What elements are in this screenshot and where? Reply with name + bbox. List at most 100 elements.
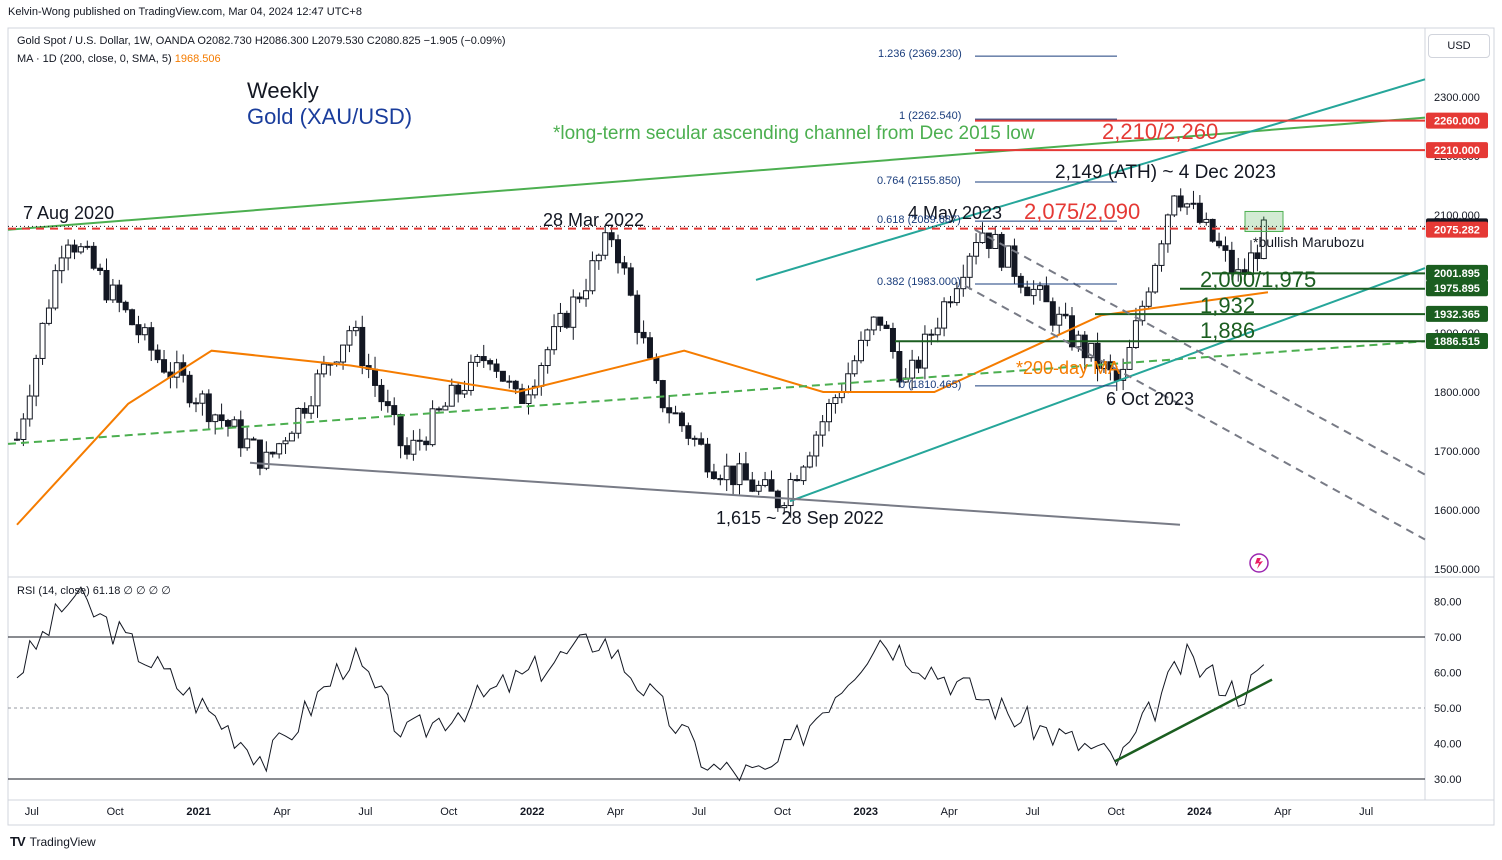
candle-up	[276, 443, 283, 455]
candle-down	[1196, 202, 1203, 223]
rsi-tick-label: 80.00	[1434, 597, 1462, 609]
candle-up	[531, 385, 538, 396]
candle-up	[448, 384, 455, 407]
candle-down	[122, 301, 129, 311]
candle-up	[282, 440, 289, 445]
candle-down	[608, 232, 615, 241]
candle-up	[244, 438, 251, 449]
candle-up	[461, 389, 468, 395]
fib-1236-label: 1.236 (2369.230)	[878, 48, 962, 60]
candle-down	[224, 420, 231, 427]
candle-down	[877, 316, 884, 326]
candle-up	[864, 329, 871, 341]
candle-up	[1190, 202, 1197, 205]
candle-down	[404, 445, 411, 455]
time-tick-label: Oct	[440, 806, 457, 818]
price-badge-label: 2001.895	[1434, 268, 1480, 280]
candle-down	[896, 350, 903, 383]
candle-up	[755, 484, 762, 492]
candle-down	[256, 439, 263, 469]
secular-channel-line	[7, 116, 1426, 231]
rsi-tick-label: 40.00	[1434, 739, 1462, 751]
candle-down	[915, 359, 922, 369]
candle-up	[800, 466, 807, 482]
candle-up	[589, 260, 596, 292]
candle-up	[39, 322, 46, 359]
candle-down	[883, 324, 890, 329]
candle-down	[372, 368, 379, 386]
tradingview-logo-text: TradingView	[29, 834, 96, 849]
alert-icon[interactable]	[1249, 553, 1269, 573]
currency-button[interactable]: USD	[1428, 34, 1490, 58]
price-badge-label: 2260.000	[1434, 116, 1480, 128]
candle-down	[774, 490, 781, 509]
candle-up	[1260, 219, 1267, 260]
candle-up	[583, 290, 590, 300]
descending-channel-lower	[964, 284, 1426, 541]
candle-down	[506, 380, 513, 383]
candle-up	[1171, 195, 1178, 216]
candle-up	[26, 395, 33, 420]
candle-down	[301, 407, 308, 414]
candle-up	[1152, 264, 1159, 293]
price-badge	[1426, 221, 1488, 238]
price-badge	[1426, 280, 1488, 297]
support1-label: 2,000/1,975	[1200, 267, 1316, 292]
candle-down	[621, 262, 628, 269]
candle-up	[173, 362, 180, 378]
price-tick-label: 1500.000	[1434, 564, 1480, 576]
candle-up	[442, 405, 449, 411]
candle-up	[570, 296, 577, 328]
candle-down	[103, 269, 110, 301]
rsi-legend[interactable]: RSI (14, close) 61.18 ∅ ∅ ∅ ∅	[17, 585, 171, 597]
candle-down	[161, 359, 168, 373]
rsi-tick-label: 30.00	[1434, 774, 1462, 786]
candle-down	[794, 479, 801, 482]
candle-up	[723, 465, 730, 481]
candle-down	[1043, 285, 1050, 303]
candle-up	[199, 393, 206, 404]
candle-down	[493, 363, 500, 372]
rsi-tick-label: 50.00	[1434, 703, 1462, 715]
candle-up	[934, 327, 941, 336]
time-tick-label: Oct	[107, 806, 124, 818]
candle-down	[378, 384, 385, 403]
candle-up	[1203, 218, 1210, 223]
price-tick-label: 2300.000	[1434, 92, 1480, 104]
price-badge-label: 2075.282	[1434, 225, 1480, 237]
candle-down	[1216, 240, 1223, 247]
candle-up	[1235, 269, 1242, 273]
candle-up	[787, 479, 794, 507]
candle-down	[1222, 245, 1229, 251]
candle-up	[992, 233, 999, 249]
candle-up	[1145, 291, 1152, 307]
ma-200-line	[16, 291, 1269, 526]
candle-down	[1049, 301, 1056, 326]
ascending-channel-upper	[755, 78, 1426, 281]
candle-down	[1017, 275, 1024, 288]
candle-up	[474, 356, 481, 363]
marubozu-label: *bullish Marubozu	[1253, 234, 1364, 250]
candle-down	[730, 465, 737, 486]
time-tick-label: Apr	[1274, 806, 1291, 818]
time-tick-label: 2024	[1187, 806, 1212, 818]
candle-up	[109, 284, 116, 301]
candle-up	[346, 330, 353, 346]
candle-up	[806, 455, 813, 468]
ma-legend[interactable]: MA · 1D (200, close, 0, SMA, 5) 1968.506	[17, 53, 221, 65]
candle-down	[889, 327, 896, 352]
candle-down	[717, 478, 724, 481]
resistance-zone-label: 2,210/2,260	[1102, 119, 1218, 144]
ma-annotation: *200-day MA	[1016, 358, 1120, 378]
candle-down	[1107, 361, 1114, 371]
candle-down	[116, 284, 123, 303]
candle-down	[250, 438, 257, 441]
candle-up	[538, 365, 545, 387]
time-tick-label: Oct	[1107, 806, 1124, 818]
tradingview-logo[interactable]: TV TradingView	[10, 834, 96, 849]
candle-down	[416, 439, 423, 442]
symbol-legend[interactable]: Gold Spot / U.S. Dollar, 1W, OANDA O2082…	[17, 35, 506, 47]
candle-up	[870, 316, 877, 331]
candle-up	[1037, 285, 1044, 290]
